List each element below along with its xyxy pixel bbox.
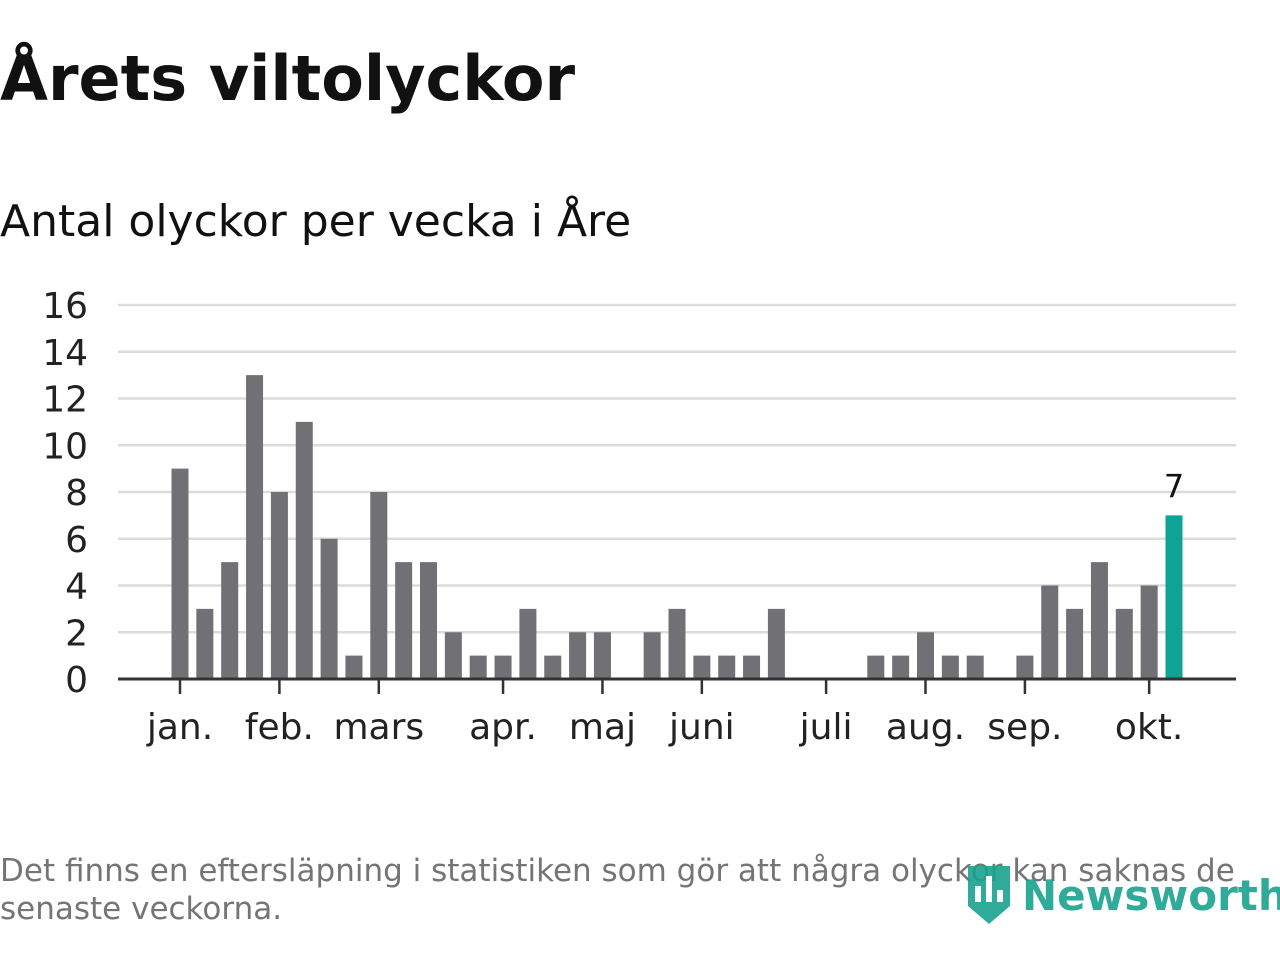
- bar: [643, 632, 661, 679]
- bars: [171, 375, 1183, 679]
- bar: [494, 655, 512, 679]
- x-tick-label: apr.: [469, 707, 537, 748]
- bar-chart-pin-icon: [968, 866, 1010, 924]
- chart-subtitle: Antal olyckor per vecka i Åre: [0, 196, 632, 247]
- bar: [767, 608, 785, 679]
- x-tick-label: juli: [799, 707, 853, 748]
- bar: [892, 655, 910, 679]
- y-tick-label: 0: [65, 660, 88, 701]
- bar: [867, 655, 885, 679]
- y-tick-label: 8: [65, 473, 88, 514]
- bar: [1066, 608, 1084, 679]
- x-tick-label: jan.: [146, 707, 213, 748]
- y-tick-label: 4: [65, 567, 88, 608]
- bar-chart: 0 2 4 6 8 10 12 14 16 jan. feb. mars apr. maj juni jul…: [42, 286, 1236, 748]
- annotations: 7: [1164, 467, 1184, 505]
- bar: [320, 538, 338, 679]
- bar: [171, 468, 189, 679]
- bar: [693, 655, 711, 679]
- bar: [221, 562, 239, 679]
- bar: [1140, 585, 1158, 679]
- bar: [444, 632, 462, 679]
- y-tick-label: 14: [42, 333, 88, 374]
- bar: [295, 421, 313, 679]
- bar: [743, 655, 761, 679]
- bar: [1041, 585, 1059, 679]
- x-tick-label: juni: [668, 707, 735, 748]
- bar: [519, 608, 537, 679]
- bar: [395, 562, 413, 679]
- bar: [544, 655, 562, 679]
- bar: [1016, 655, 1034, 679]
- bar: [917, 632, 934, 679]
- bar: [941, 655, 959, 679]
- y-tick-label: 16: [42, 286, 88, 327]
- bar-highlight: [1165, 515, 1183, 679]
- bar: [593, 632, 611, 679]
- bar: [668, 608, 686, 679]
- bar: [1115, 608, 1133, 679]
- bar: [370, 492, 388, 679]
- y-tick-label: 10: [42, 426, 88, 467]
- bar: [345, 655, 363, 679]
- bar: [718, 655, 736, 679]
- x-axis-ticks: jan. feb. mars apr. maj juni juli aug. sep. okt.: [146, 679, 1183, 748]
- bar: [469, 655, 487, 679]
- highlight-value-label: 7: [1164, 467, 1184, 505]
- y-tick-label: 12: [42, 380, 88, 421]
- y-tick-label: 2: [65, 613, 88, 654]
- bar: [196, 608, 214, 679]
- x-tick-label: aug.: [886, 707, 965, 748]
- bar: [966, 655, 984, 679]
- logo-text: Newsworthy: [1022, 870, 1280, 920]
- bar: [569, 632, 587, 679]
- bar: [420, 562, 437, 679]
- x-tick-label: mars: [333, 707, 424, 748]
- bar: [270, 492, 288, 679]
- x-tick-label: okt.: [1115, 707, 1183, 748]
- y-axis-ticks: 0 2 4 6 8 10 12 14 16: [42, 286, 88, 701]
- newsworthy-logo: Newsworthy: [964, 862, 1280, 928]
- x-tick-label: sep.: [987, 707, 1062, 748]
- chart-title: Årets viltolyckor: [0, 42, 576, 115]
- bar: [1090, 562, 1108, 679]
- y-tick-label: 6: [65, 520, 88, 561]
- bar: [246, 375, 264, 679]
- x-tick-label: feb.: [245, 707, 314, 748]
- x-tick-label: maj: [569, 707, 636, 748]
- footnote: Det finns en eftersläpning i statistiken…: [0, 853, 1235, 927]
